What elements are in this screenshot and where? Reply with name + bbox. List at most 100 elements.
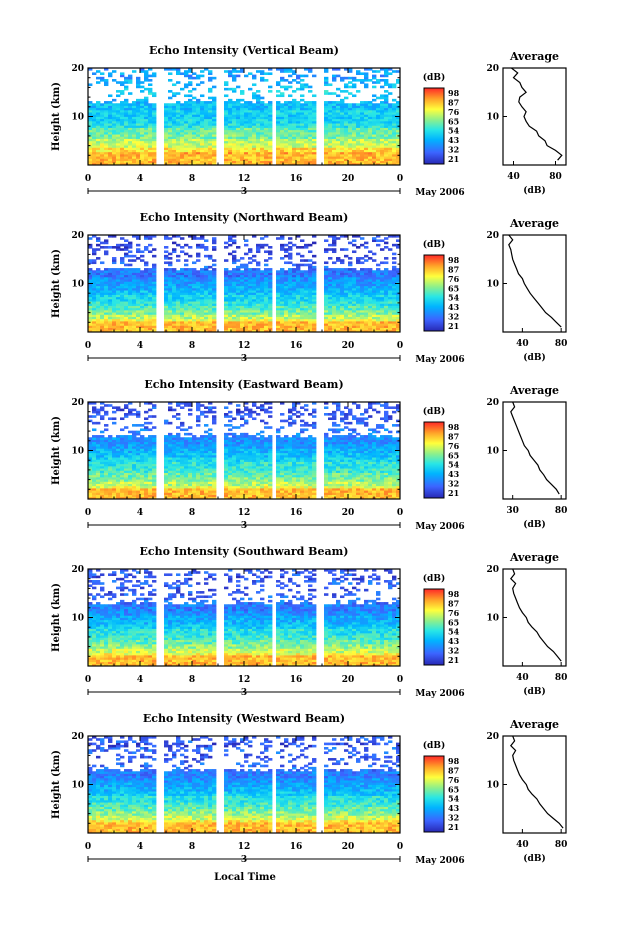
heatmap-cell <box>180 272 185 276</box>
heatmap-cell <box>136 116 141 120</box>
heatmap-cell <box>196 320 201 324</box>
heatmap-cell <box>204 107 209 111</box>
heatmap-cell <box>88 129 93 133</box>
heatmap-cell <box>356 136 361 139</box>
heatmap-cell <box>356 162 361 166</box>
heatmap-cell <box>288 131 293 135</box>
heatmap-cell <box>264 129 269 133</box>
heatmap-cell <box>152 114 157 117</box>
heatmap-cell <box>288 112 293 115</box>
heatmap-cell <box>104 129 109 133</box>
heatmap-cell <box>144 142 149 146</box>
heatmap-cell <box>148 116 153 120</box>
heatmap-cell <box>224 296 229 300</box>
heatmap-cell <box>204 156 209 159</box>
heatmap-cell <box>300 254 305 258</box>
heatmap-cell <box>164 268 169 271</box>
heatmap-cell <box>292 131 297 135</box>
heatmap-cell <box>336 318 341 322</box>
heatmap-cell <box>324 307 329 311</box>
heatmap-cell <box>184 118 189 122</box>
heatmap-cell <box>124 268 129 271</box>
heatmap-cell <box>368 145 373 148</box>
heatmap-cell <box>132 309 137 313</box>
heatmap-cell <box>376 314 381 317</box>
heatmap-cell <box>264 314 269 317</box>
heatmap-cell <box>308 114 313 117</box>
heatmap-cell <box>240 257 245 260</box>
heatmap-cell <box>104 160 109 164</box>
heatmap-cell <box>280 316 285 320</box>
heatmap-cell <box>296 309 301 313</box>
heatmap-cell <box>208 254 213 258</box>
heatmap-cell <box>224 120 229 124</box>
heatmap-cell <box>304 301 309 304</box>
heatmap-cell <box>280 107 285 111</box>
heatmap-cell <box>304 107 309 111</box>
heatmap-cell <box>188 109 193 113</box>
heatmap-cell <box>124 312 129 315</box>
heatmap-cell <box>388 145 393 148</box>
heatmap-cell <box>148 90 153 93</box>
x-tick-label: 20 <box>342 341 355 351</box>
heatmap-cell <box>288 241 293 245</box>
heatmap-cell <box>124 125 129 128</box>
heatmap-cell <box>384 320 389 324</box>
heatmap-cell <box>228 136 233 139</box>
heatmap-cell <box>352 127 357 131</box>
heatmap-cell <box>256 116 261 120</box>
heatmap-cell <box>88 118 93 122</box>
heatmap-cell <box>364 329 369 333</box>
heatmap-cell <box>256 101 261 104</box>
heatmap-cell <box>144 96 149 100</box>
heatmap-cell <box>264 138 269 142</box>
heatmap-cell <box>276 156 281 159</box>
heatmap-cell <box>252 127 257 131</box>
heatmap-cell <box>144 162 149 166</box>
heatmap-cell <box>200 103 205 106</box>
heatmap-cell <box>112 134 117 137</box>
heatmap-cell <box>144 134 149 137</box>
heatmap-cell <box>344 320 349 324</box>
heatmap-cell <box>224 323 229 326</box>
heatmap-cell <box>352 138 357 142</box>
heatmap-cell <box>304 153 309 157</box>
heatmap-cell <box>200 116 205 120</box>
x-tick-label: 4 <box>137 174 143 184</box>
heatmap-cell <box>388 272 393 276</box>
heatmap-cell <box>92 72 97 76</box>
heatmap-cell <box>244 312 249 315</box>
heatmap-cell <box>100 105 105 109</box>
heatmap-cell <box>336 151 341 155</box>
heatmap-cell <box>300 120 305 124</box>
heatmap-cell <box>344 323 349 326</box>
heatmap-cell <box>200 136 205 139</box>
heatmap-cell <box>332 325 337 328</box>
heatmap-cell <box>120 151 125 155</box>
heatmap-cell <box>348 85 353 89</box>
heatmap-cell <box>140 142 145 146</box>
heatmap-cell <box>128 105 133 109</box>
heatmap-cell <box>172 241 177 245</box>
heatmap-cell <box>380 156 385 159</box>
heatmap-cell <box>120 136 125 139</box>
heatmap-cell <box>336 257 341 260</box>
heatmap-cell <box>348 142 353 146</box>
heatmap-cell <box>276 81 281 84</box>
heatmap-cell <box>204 116 209 120</box>
heatmap-cell <box>308 314 313 317</box>
heatmap-cell <box>124 107 129 111</box>
heatmap-cell <box>376 239 381 243</box>
heatmap-cell <box>200 147 205 150</box>
heatmap-cell <box>328 158 333 161</box>
heatmap-cell <box>208 134 213 137</box>
heatmap-cell <box>168 296 173 300</box>
heatmap-cell <box>104 81 109 84</box>
heatmap-cell <box>128 316 133 320</box>
heatmap-cell <box>120 127 125 131</box>
heatmap-cell <box>304 74 309 78</box>
avg-y-tick-label: 20 <box>486 231 499 241</box>
heatmap-cell <box>112 153 117 157</box>
heatmap-cell <box>304 162 309 166</box>
heatmap-cell <box>236 109 241 113</box>
